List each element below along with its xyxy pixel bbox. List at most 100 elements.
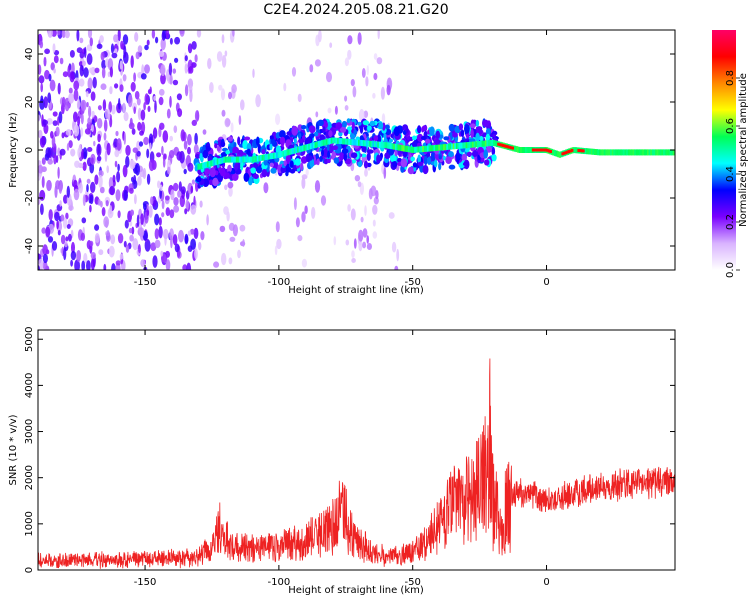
frequency-track-cell: [587, 148, 590, 155]
spectrogram-cell: [313, 131, 319, 137]
spectrogram-cell: [42, 244, 48, 255]
spectrogram-cell: [394, 265, 399, 270]
spectrogram-cell: [184, 208, 188, 215]
spectrogram-cell: [68, 87, 73, 94]
frequency-track-cell: [293, 147, 297, 154]
frequency-track-cell: [398, 144, 401, 151]
spectrogram-cell: [104, 108, 109, 119]
spectrogram-cell: [114, 160, 118, 168]
spectrogram-cell: [134, 32, 139, 42]
spectrogram-cell: [389, 138, 393, 143]
spectrogram-cell: [423, 155, 428, 166]
spectrogram-cell: [43, 96, 48, 109]
spectrogram-cell: [228, 91, 232, 100]
spectrogram-cell: [167, 166, 171, 175]
spectrogram-cell: [255, 94, 261, 108]
spectrogram-cell: [143, 203, 147, 211]
spectrogram-cell: [77, 147, 82, 158]
frequency-track-cell: [460, 142, 464, 149]
frequency-track-hot-cell: [582, 149, 585, 153]
frequency-track-cell: [489, 140, 493, 146]
spectrogram-cell: [110, 234, 116, 245]
spectrogram-cell: [191, 119, 197, 126]
spectrogram-cell: [90, 91, 96, 101]
spectrogram-cell: [94, 67, 100, 74]
spectrogram-cell: [354, 175, 361, 182]
spectrogram-cell: [373, 53, 378, 60]
spectrogram-cell: [125, 145, 131, 156]
spectrogram-cell: [137, 176, 142, 186]
spectrogram-cell: [351, 159, 356, 164]
spectrogram-cell: [427, 156, 432, 165]
spectrogram-cell: [152, 255, 158, 268]
spectrogram-cell: [162, 158, 166, 168]
spectrogram-cell: [256, 166, 262, 174]
spectrogram-cell: [172, 234, 178, 246]
spectrogram-cell: [55, 155, 59, 163]
frequency-track-cell: [616, 149, 619, 156]
spectrogram-cell: [122, 74, 127, 82]
spectrogram-cell: [111, 263, 116, 270]
spectrogram-cell: [199, 152, 203, 161]
frequency-track-cell: [661, 149, 664, 156]
spectrogram-cell: [102, 99, 107, 112]
spectrogram-cell: [461, 153, 467, 162]
spectrogram-cell: [130, 81, 136, 92]
spectrogram-cell: [438, 155, 442, 160]
frequency-track-cell: [433, 145, 436, 151]
spectrogram-cell: [269, 162, 274, 168]
spectrogram-cell: [420, 136, 427, 140]
spectrogram-cell: [106, 142, 111, 156]
spectrogram-cell: [161, 200, 165, 210]
spectrogram-cell: [109, 205, 113, 215]
frequency-track-cell: [313, 142, 316, 149]
spectrogram-cell: [129, 117, 133, 127]
spectrogram-cell: [143, 102, 146, 111]
spectrogram-cell: [381, 113, 386, 124]
spectrogram-cell: [297, 235, 303, 242]
spectrogram-cell: [41, 227, 46, 234]
spectrogram-cell: [136, 98, 141, 106]
spectrogram-cell: [73, 179, 78, 189]
frequency-track-cell: [406, 146, 409, 152]
spectrogram-cell: [170, 235, 173, 249]
snr-panel: -150 -100 -50 0 0 1000 2000 3000 4000 5000 Heigh…: [8, 327, 676, 596]
spectrogram-cell: [101, 67, 106, 79]
spectrogram-cell: [96, 43, 103, 50]
spectrogram-cell: [293, 137, 297, 144]
spectrogram-cell: [328, 130, 333, 138]
spectrogram-cell: [47, 92, 52, 104]
frequency-track-cell: [202, 162, 205, 169]
spectrogram-cell: [111, 104, 116, 115]
spectrogram-cell: [101, 207, 106, 217]
spectrogram-cell: [362, 241, 367, 249]
spectrogram-cell: [86, 184, 89, 193]
frequency-track-cell: [287, 149, 290, 156]
frequency-track-cell: [276, 152, 279, 159]
spectrogram-cell: [462, 161, 470, 167]
frequency-track-cell: [491, 139, 494, 146]
snr-x-tick-label: 0: [543, 577, 549, 588]
spectrogram-cell: [80, 127, 84, 137]
frequency-track-cell: [314, 141, 317, 148]
frequency-track-cell: [341, 138, 345, 145]
spectrogram-cell: [71, 241, 75, 254]
spectrogram-cell: [53, 55, 59, 64]
frequency-track-cell: [655, 149, 658, 156]
frequency-track-hot-cell: [533, 148, 536, 152]
frequency-track-cell: [621, 149, 624, 156]
spectrogram-cell: [344, 95, 348, 102]
spectrogram-cell: [219, 225, 226, 233]
spectrogram-cell: [298, 138, 304, 144]
frequency-track-cell: [589, 148, 592, 155]
spectrogram-cell: [81, 217, 87, 224]
spectrogram-cell: [112, 174, 116, 183]
spectrogram-cell: [341, 148, 349, 154]
spectrogram-cell: [66, 224, 71, 229]
spectrogram-panel: -150 -100 -50 0 -40 -20 0 20 40 Height of strai…: [8, 29, 676, 296]
spectrogram-cell: [186, 262, 192, 270]
frequency-track-cell: [260, 155, 263, 161]
spectrogram-cell: [165, 69, 170, 82]
spectrogram-cell: [119, 253, 124, 260]
